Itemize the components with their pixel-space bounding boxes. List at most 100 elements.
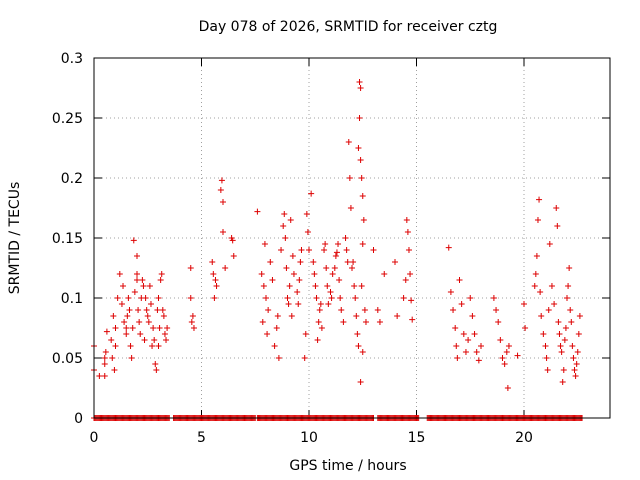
data-point (352, 295, 359, 301)
data-point (116, 271, 123, 277)
data-point (450, 307, 457, 313)
data-point (154, 307, 161, 313)
data-point (161, 331, 168, 337)
data-point (295, 301, 302, 307)
data-point (322, 241, 329, 247)
data-point (112, 343, 119, 349)
data-point (358, 283, 365, 289)
data-point (313, 295, 320, 301)
data-point (274, 313, 281, 319)
data-point (110, 313, 117, 319)
y-axis-label: SRMTID / TECUs (7, 182, 23, 295)
data-point (445, 244, 452, 251)
data-point (354, 331, 361, 337)
x-tick-label: 15 (408, 430, 426, 446)
data-point (531, 283, 538, 289)
data-point (469, 313, 476, 319)
data-point (562, 325, 569, 331)
data-point (302, 331, 309, 337)
data-point (394, 313, 401, 319)
data-point (452, 325, 459, 331)
data-point (555, 319, 562, 325)
data-point (278, 247, 285, 253)
data-point (111, 367, 118, 373)
data-point (345, 139, 352, 145)
data-point (458, 301, 465, 307)
data-point (131, 289, 138, 295)
data-point (134, 271, 140, 277)
y-tick-label: 0.05 (52, 351, 83, 367)
data-point (347, 205, 354, 211)
data-point (533, 253, 540, 259)
data-point (284, 295, 291, 301)
data-point (505, 343, 512, 349)
data-point (281, 211, 288, 217)
data-point (473, 349, 480, 355)
data-point (324, 283, 331, 289)
data-point (318, 325, 325, 331)
data-point (560, 367, 567, 373)
data-point (561, 337, 568, 343)
y-tick-label: 0.3 (61, 51, 83, 67)
data-point (558, 349, 565, 355)
data-point (103, 328, 110, 335)
data-point (360, 217, 367, 223)
data-point (538, 313, 545, 319)
data-point (306, 247, 312, 253)
data-point (551, 301, 558, 307)
data-point (120, 283, 127, 289)
data-point (559, 379, 566, 385)
x-tick-label: 5 (197, 430, 206, 446)
data-point (344, 259, 351, 265)
data-point (359, 349, 366, 355)
data-point (521, 301, 527, 307)
data-point (574, 349, 581, 355)
data-point (370, 247, 377, 253)
data-point (304, 229, 311, 235)
data-point (229, 237, 236, 244)
data-point (137, 331, 144, 337)
data-point (497, 337, 504, 343)
y-tick-label: 0.2 (61, 171, 83, 187)
data-point (409, 316, 416, 323)
data-point (273, 325, 280, 331)
data-point (532, 271, 539, 277)
data-point (209, 259, 216, 265)
data-point (259, 319, 266, 325)
data-point (230, 253, 237, 259)
data-point (376, 319, 383, 325)
data-point (343, 247, 350, 253)
axis-ticks: 0 0.05 0.1 0.15 0.2 0.25 0.3 0 5 10 15 20 (52, 51, 610, 446)
data-point (220, 229, 226, 235)
data-point (264, 331, 271, 337)
data-point (280, 223, 287, 229)
data-point (570, 355, 577, 361)
data-point (152, 361, 159, 367)
data-point (356, 115, 363, 121)
x-tick-label: 20 (515, 430, 533, 446)
data-point (157, 277, 164, 283)
data-point (294, 289, 301, 295)
data-point (317, 301, 324, 307)
data-point (355, 145, 362, 151)
data-point (350, 259, 357, 265)
data-point (462, 349, 469, 355)
data-point (400, 295, 407, 301)
data-point (285, 301, 292, 307)
data-point (96, 373, 103, 379)
data-point (155, 295, 162, 301)
data-point (142, 295, 149, 301)
data-point (407, 271, 414, 277)
data-point (548, 283, 555, 289)
data-point (134, 253, 140, 259)
data-point (546, 241, 553, 247)
data-point (303, 211, 310, 217)
data-point (121, 319, 128, 325)
data-point (260, 283, 267, 289)
data-point (282, 235, 289, 241)
data-point (335, 241, 342, 247)
data-point (374, 307, 381, 313)
data-point (332, 253, 339, 259)
data-point (143, 307, 150, 313)
data-point (217, 187, 224, 193)
